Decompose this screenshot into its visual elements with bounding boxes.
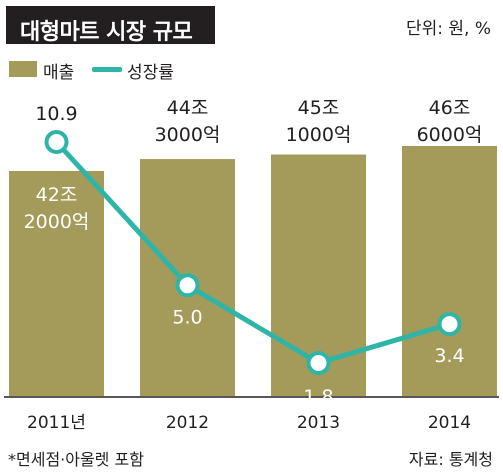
- bar-value-label: 3000억: [155, 124, 221, 146]
- growth-point-3: [306, 351, 331, 375]
- x-tick-label: 2014: [428, 413, 471, 433]
- title-bar: 대형마트 시장 규모: [6, 6, 215, 45]
- growth-point-4: [437, 312, 462, 337]
- bar-value-label: 45조: [298, 97, 340, 119]
- growth-value-label: 1.8: [303, 386, 333, 408]
- legend-line-swatch: [92, 67, 122, 72]
- bar-value-label: 46조: [429, 97, 471, 119]
- growth-point-2: [175, 273, 200, 298]
- bar-1: [9, 171, 104, 396]
- growth-point-1: [44, 130, 69, 154]
- chart-title: 대형마트 시장 규모: [20, 20, 193, 45]
- bar-value-label: 1000억: [286, 124, 352, 146]
- legend-bar-label: 매출: [43, 63, 75, 83]
- x-tick-label: 2011년: [27, 413, 86, 433]
- x-tick-label: 2012: [166, 413, 209, 433]
- legend-line-label: 성장률: [127, 63, 174, 83]
- bar-4: [402, 146, 497, 396]
- bar-value-label: 42조: [36, 184, 78, 206]
- bar-value-label: 44조: [167, 97, 209, 119]
- x-tick-label: 2013: [297, 413, 340, 433]
- growth-value-label: 3.4: [434, 345, 464, 367]
- bar-value-label: 6000억: [417, 124, 483, 146]
- growth-line: [54, 140, 451, 366]
- legend-bar-swatch: [9, 61, 37, 77]
- growth-value-label: 10.9: [35, 103, 77, 125]
- unit-label: 단위: 원, %: [405, 19, 491, 39]
- footnote: *면세점·아울렛 포함: [8, 450, 144, 469]
- growth-value-label: 5.0: [172, 306, 202, 328]
- bar-value-label: 2000억: [24, 211, 90, 233]
- source-label: 자료: 통계청: [408, 450, 493, 469]
